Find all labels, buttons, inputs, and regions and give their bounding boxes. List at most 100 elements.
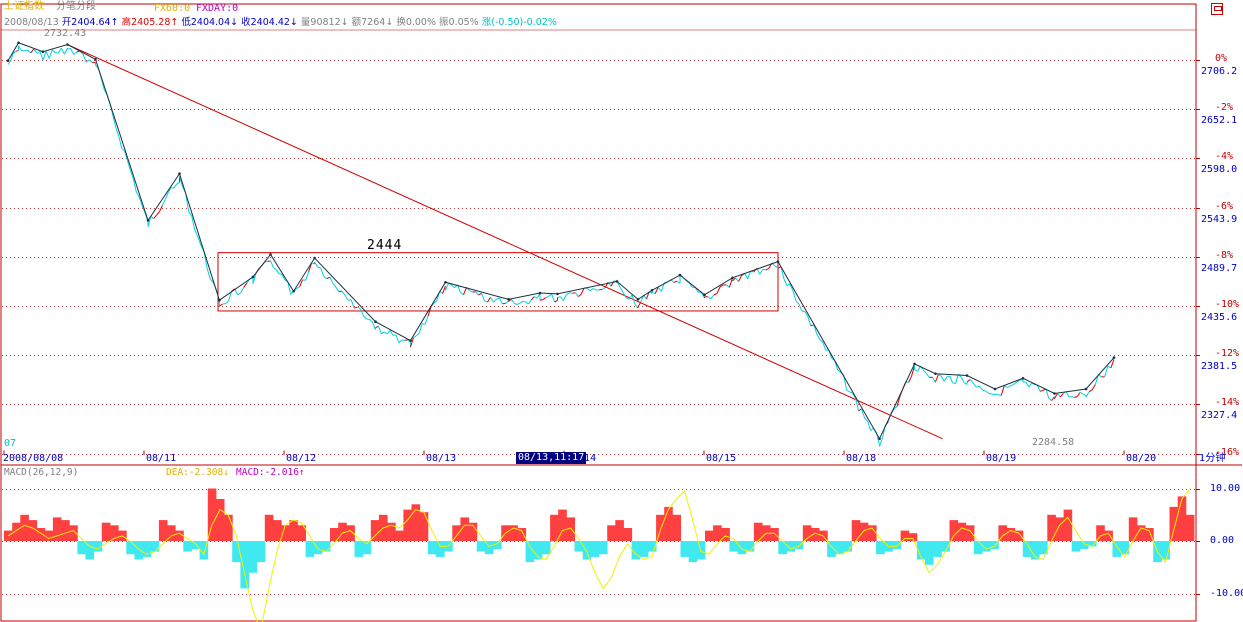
price-line-piece	[332, 282, 337, 288]
macd-bar	[541, 541, 551, 555]
price-line-piece	[33, 48, 38, 54]
macd-bar	[191, 541, 201, 549]
segment-vertex	[1053, 392, 1056, 395]
trendline	[67, 44, 943, 440]
macd-bar	[468, 522, 478, 542]
macd-bar	[1145, 528, 1154, 542]
price-line-piece	[676, 280, 681, 284]
segment-vertex	[313, 256, 316, 260]
segment-vertex	[146, 219, 150, 222]
price-line-piece	[194, 229, 199, 238]
price-line-piece	[329, 276, 334, 284]
macd-bar	[305, 541, 315, 557]
price-line-piece	[30, 48, 35, 54]
high-value: 高2405.28↑	[121, 17, 179, 28]
price-line-piece	[1048, 397, 1052, 402]
price-line-piece	[528, 299, 532, 305]
price-line-piece	[1091, 384, 1096, 391]
price-line-piece	[36, 50, 41, 54]
macd-bar	[810, 528, 820, 542]
price-tick-label: 2435.6	[1201, 312, 1238, 323]
macd-bar	[313, 541, 323, 555]
price-line-piece	[923, 370, 927, 374]
macd-bar	[745, 541, 755, 552]
price-line-piece	[490, 297, 494, 303]
price-line-piece	[725, 284, 730, 288]
price-line-piece	[240, 286, 245, 294]
price-line-piece	[377, 325, 382, 334]
crosshair-time-label: 08/13,11:17	[516, 452, 587, 464]
price-line-piece	[946, 375, 950, 378]
price-line-piece	[418, 323, 423, 334]
price-line-piece	[12, 50, 17, 54]
price-line-piece	[1065, 391, 1070, 398]
macd-bar	[1128, 517, 1138, 542]
macd-bar	[199, 541, 209, 560]
price-line-piece	[153, 214, 157, 219]
price-line-piece	[510, 299, 515, 304]
price-line-piece	[969, 379, 974, 384]
macd-bar	[476, 541, 486, 552]
price-line-piece	[320, 267, 325, 277]
macd-bar	[509, 525, 518, 542]
price-line-piece	[132, 178, 137, 193]
price-line-piece	[451, 284, 455, 288]
price-line-piece	[1074, 395, 1078, 398]
macd-bar	[110, 525, 119, 542]
price-line-piece	[381, 331, 385, 335]
price-line-piece	[206, 268, 211, 280]
macd-bar	[851, 520, 861, 542]
percent-tick-label: -8%	[1215, 250, 1234, 261]
price-line-piece	[719, 284, 724, 288]
macd-bar	[1177, 496, 1187, 542]
macd-histogram	[4, 488, 1195, 589]
price-line-piece	[252, 273, 257, 284]
macd-bar	[321, 541, 331, 552]
percent-tick-label: -16%	[1215, 447, 1240, 458]
open-value: 开2404.64↑	[61, 17, 119, 28]
price-line-piece	[804, 311, 809, 317]
segment-vertex	[409, 339, 412, 342]
macd-bar	[973, 541, 983, 555]
macd-bar	[69, 525, 78, 542]
price-line-piece	[499, 297, 503, 305]
price-line-piece	[574, 292, 579, 297]
price-line-piece	[592, 288, 597, 291]
price-line-piece	[893, 406, 898, 410]
price-line-piece	[935, 374, 939, 382]
macd-bar	[215, 499, 225, 542]
price-line-piece	[413, 335, 417, 339]
price-line-piece	[867, 420, 872, 431]
price-line-piece	[45, 50, 50, 59]
price-line-piece	[18, 45, 22, 51]
price-line-piece	[7, 60, 12, 65]
price-line-piece	[997, 394, 1002, 397]
price-line-piece	[1056, 393, 1061, 398]
segment-vertex	[66, 43, 69, 46]
segment-vertex	[965, 374, 969, 377]
macd-bar	[346, 525, 355, 542]
price-line-piece	[516, 302, 521, 305]
segment-vertex	[178, 172, 181, 176]
price-line-piece	[127, 160, 131, 171]
price-line-piece	[237, 292, 242, 296]
price-line-piece	[42, 50, 47, 61]
price-line-piece	[422, 323, 426, 325]
price-line-piece	[1036, 384, 1041, 392]
macd-bar	[36, 528, 46, 542]
macd-bar	[1014, 530, 1024, 542]
macd-bar	[770, 528, 779, 542]
period-label[interactable]: 1分钟	[1199, 453, 1226, 464]
window-restore-icon[interactable]	[1211, 3, 1223, 15]
macd-bar	[1022, 541, 1032, 557]
macd-bar	[794, 541, 804, 549]
price-line-piece	[813, 324, 818, 335]
price-line-piece	[786, 283, 791, 286]
price-line-piece	[344, 294, 349, 301]
price-line-piece	[551, 293, 556, 303]
price-line-piece	[908, 375, 913, 383]
price-line-piece	[323, 275, 328, 280]
segment-vertex	[615, 280, 619, 283]
price-line-piece	[810, 324, 814, 327]
